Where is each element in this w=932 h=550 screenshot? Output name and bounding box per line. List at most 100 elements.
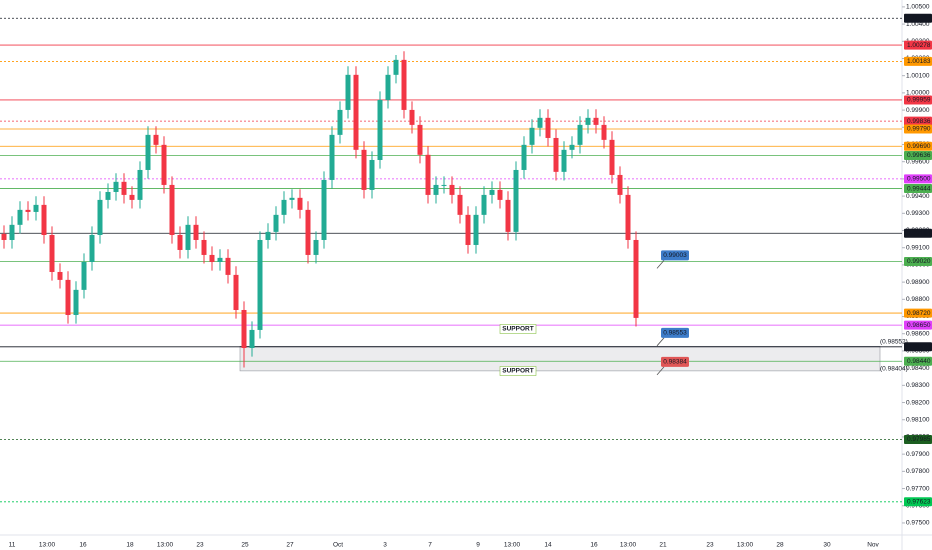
candle-body <box>481 194 487 215</box>
price-badge <box>904 435 932 445</box>
candle-body <box>25 209 31 212</box>
y-tick-label: 0.98100 <box>906 416 930 423</box>
candle-body <box>313 239 319 255</box>
price-badge-label: 0.99959 <box>907 97 931 104</box>
candle-body <box>305 209 311 255</box>
price-badge <box>904 320 932 330</box>
candle-body <box>209 254 215 262</box>
candle-body <box>393 59 399 75</box>
candle-body <box>41 204 47 235</box>
candle-body <box>345 74 351 110</box>
y-tick-label: 0.99100 <box>906 244 930 251</box>
candle-body <box>625 194 631 240</box>
x-tick-label: Oct <box>333 542 343 549</box>
price-badge <box>904 497 932 507</box>
candle-body <box>465 214 471 245</box>
callout-label: 0.98553 <box>663 330 687 337</box>
candle-body <box>289 197 295 200</box>
price-badge <box>904 342 932 352</box>
y-tick-label: 0.98900 <box>906 279 930 286</box>
price-badge <box>904 56 932 66</box>
y-tick-label: 0.97800 <box>906 468 930 475</box>
price-badge <box>904 308 932 318</box>
candle-body <box>193 224 199 240</box>
callout-box <box>661 327 689 338</box>
callout-pointer <box>656 260 665 269</box>
candle-body <box>241 309 247 349</box>
candle-body <box>505 199 511 232</box>
candle-body <box>409 109 415 125</box>
candle-body <box>33 204 39 212</box>
price-badge-label: 0.97985 <box>907 436 931 443</box>
price-badge <box>904 13 932 23</box>
support-label-box <box>499 366 537 376</box>
price-badge <box>904 356 932 366</box>
callout-label: 0.99003 <box>663 252 687 259</box>
candle-body <box>369 159 375 190</box>
x-tick-label: 13:00 <box>504 542 521 549</box>
candle-body <box>537 117 543 128</box>
candle-body <box>417 124 423 155</box>
y-tick-label: 1.00100 <box>906 72 930 79</box>
candle-body <box>121 181 127 195</box>
price-badge <box>904 116 932 126</box>
support-label-box <box>499 324 537 334</box>
price-badge-label: 1.00434 <box>907 15 931 22</box>
y-tick-label: 1.00000 <box>906 90 930 97</box>
price-badge-label: 0.98720 <box>907 310 931 317</box>
candle-body <box>449 184 455 195</box>
x-tick-label: 13:00 <box>737 542 754 549</box>
x-tick-label: 9 <box>476 542 480 549</box>
candle-body <box>601 124 607 140</box>
x-tick-label: 21 <box>659 542 667 549</box>
candle-body <box>489 189 495 195</box>
price-badge-label: 0.98650 <box>907 322 931 329</box>
y-tick-label: 0.98400 <box>906 365 930 372</box>
x-tick-label: 28 <box>776 542 784 549</box>
price-badge-label: 1.00278 <box>907 42 931 49</box>
callout-box <box>661 356 689 367</box>
candle-body <box>145 134 151 170</box>
candle-body <box>177 234 183 250</box>
callout-box <box>661 250 689 261</box>
candle-body <box>153 134 159 145</box>
x-tick-label: 13:00 <box>39 542 56 549</box>
candle-body <box>321 179 327 240</box>
candle-body <box>569 144 575 150</box>
price-badge <box>904 174 932 184</box>
level-note: (0.98552) <box>880 339 908 346</box>
candle-body <box>169 184 175 235</box>
callout-pointer <box>656 366 665 376</box>
price-badge <box>904 184 932 194</box>
candle-body <box>329 134 335 180</box>
y-tick-label: 0.99900 <box>906 107 930 114</box>
candle-body <box>281 199 287 215</box>
candle-body <box>97 199 103 235</box>
candle-body <box>265 231 271 240</box>
y-tick-label: 0.99300 <box>906 210 930 217</box>
candle-body <box>425 154 431 195</box>
candle-body <box>609 139 615 175</box>
candle-body <box>249 329 255 349</box>
candle-body <box>337 109 343 135</box>
candle-body <box>161 144 167 185</box>
y-tick-label: 0.99400 <box>906 193 930 200</box>
candle-body <box>225 257 231 275</box>
price-badge-label: 0.99836 <box>907 118 931 125</box>
candle-body <box>633 239 639 318</box>
candle-body <box>577 124 583 145</box>
price-badge <box>904 141 932 151</box>
x-tick-label: 11 <box>9 542 16 549</box>
y-tick-label: 0.99600 <box>906 158 930 165</box>
price-badge-label: 0.99690 <box>907 143 931 150</box>
candle-body <box>385 74 391 100</box>
x-tick-label: 16 <box>590 542 598 549</box>
x-tick-label: 25 <box>241 542 249 549</box>
x-tick-label: 3 <box>383 542 387 549</box>
candle-body <box>401 59 407 110</box>
candle-body <box>105 191 111 200</box>
candle-body <box>113 181 119 192</box>
price-badge-label: 0.98440 <box>907 358 931 365</box>
